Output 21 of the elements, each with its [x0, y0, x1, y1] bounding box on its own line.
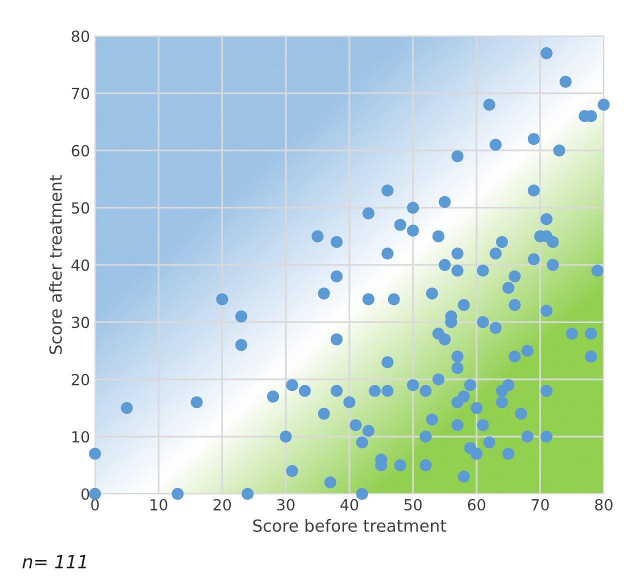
x-axis-title: Score before treatment	[253, 519, 446, 532]
y-tick-label: 50	[72, 202, 90, 214]
y-tick-label: 80	[72, 30, 90, 42]
y-axis-title: Score after treatment	[49, 175, 62, 354]
x-tick-label: 30	[277, 498, 294, 511]
x-tick-label: 50	[404, 498, 422, 511]
x-tick-label: 10	[150, 498, 168, 511]
y-tick-label: 60	[72, 144, 90, 156]
text: n= 111	[22, 555, 86, 568]
y-tick-label: 30	[72, 316, 90, 328]
y-tick-label: 20	[72, 374, 90, 386]
y-tick-label: 40	[71, 259, 90, 271]
y-tick-label: 0	[81, 488, 90, 500]
x-tick-label: 80	[595, 498, 612, 511]
x-tick-label: 20	[214, 498, 231, 511]
x-tick-label: 0	[91, 498, 99, 511]
x-tick-label: 40	[340, 498, 358, 511]
x-tick-label: 70	[532, 498, 549, 511]
x-tick-label: 60	[468, 498, 486, 511]
y-tick-label: 70	[72, 88, 90, 100]
y-tick-label: 10	[72, 431, 90, 443]
